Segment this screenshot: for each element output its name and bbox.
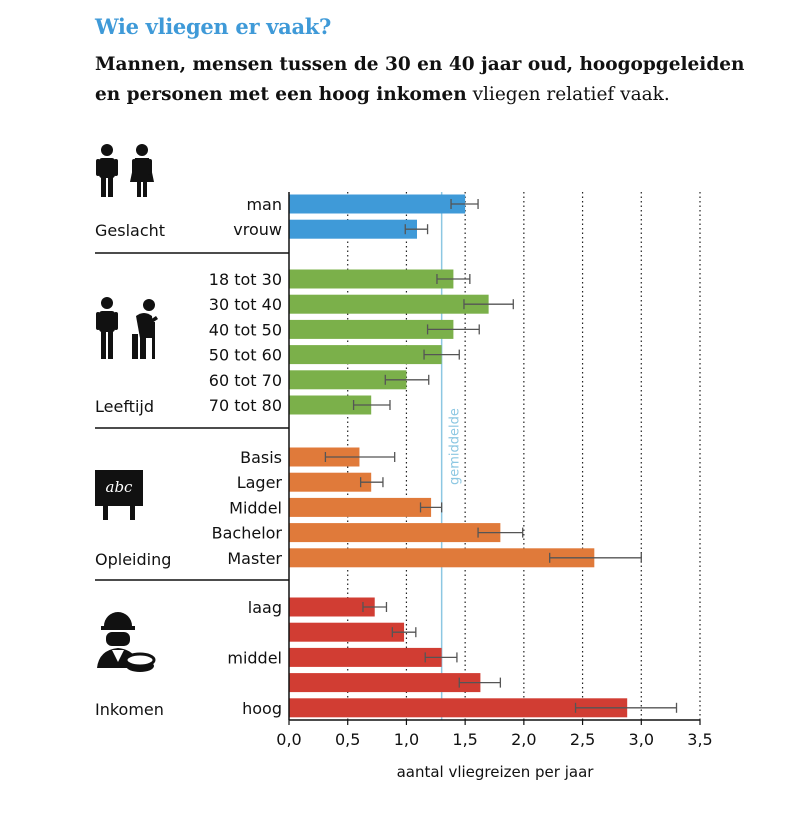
- x-axis-label: aantal vliegreizen per jaar: [397, 763, 595, 781]
- bar: [289, 673, 481, 693]
- bar: [289, 597, 375, 617]
- bar: [289, 472, 372, 492]
- category-label: Lager: [237, 473, 283, 492]
- bar: [289, 395, 372, 415]
- category-label: 50 tot 60: [209, 346, 282, 365]
- worker-icon: [97, 612, 156, 672]
- category-label: Basis: [240, 448, 282, 467]
- bar: [289, 269, 454, 289]
- category-label: 30 tot 40: [209, 295, 282, 314]
- bar: [289, 294, 489, 314]
- category-label: Master: [227, 549, 282, 568]
- x-tick-label: 1,0: [394, 730, 419, 749]
- bar: [289, 698, 628, 718]
- chart-subtitle: Mannen, mensen tussen de 30 en 40 jaar o…: [95, 50, 745, 110]
- people-icon: [96, 144, 154, 197]
- bar: [289, 497, 432, 517]
- group-label: Geslacht: [95, 221, 165, 240]
- category-label: 40 tot 50: [209, 320, 282, 339]
- x-tick-label: 1,5: [452, 730, 477, 749]
- group-label: Leeftijd: [95, 397, 154, 416]
- school-icon: abc: [95, 470, 143, 520]
- group-label: Inkomen: [95, 700, 164, 719]
- group-label: Opleiding: [95, 550, 171, 569]
- category-label: 60 tot 70: [209, 371, 282, 390]
- bar: [289, 370, 407, 390]
- bar: [289, 647, 442, 667]
- x-tick-label: 0,0: [276, 730, 301, 749]
- subtitle-regular: vliegen relatief vaak.: [466, 84, 670, 105]
- bar: [289, 194, 466, 214]
- x-tick-label: 3,0: [629, 730, 654, 749]
- age-icon: [96, 297, 158, 359]
- average-label: gemiddelde: [448, 408, 463, 485]
- category-label: laag: [248, 598, 282, 617]
- category-label: man: [246, 195, 282, 214]
- bar: [289, 523, 501, 543]
- x-tick-label: 2,5: [570, 730, 595, 749]
- x-tick-label: 0,5: [335, 730, 360, 749]
- x-tick-label: 3,5: [687, 730, 712, 749]
- bar: [289, 447, 360, 467]
- category-label: Bachelor: [212, 524, 283, 543]
- bar: [289, 319, 454, 339]
- bar: [289, 548, 595, 568]
- svg-text:abc: abc: [106, 478, 134, 496]
- subtitle-bold: Mannen, mensen tussen de 30 en 40 jaar o…: [95, 54, 745, 105]
- category-label: 18 tot 30: [209, 270, 282, 289]
- category-label: 70 tot 80: [209, 396, 282, 415]
- category-label: vrouw: [233, 220, 282, 239]
- category-label: middel: [227, 648, 282, 667]
- chart-title: Wie vliegen er vaak?: [95, 14, 332, 39]
- bar: [289, 219, 417, 239]
- bar: [289, 345, 442, 365]
- bar: [289, 622, 405, 642]
- category-label: hoog: [242, 699, 282, 718]
- x-tick-label: 2,0: [511, 730, 536, 749]
- category-label: Middel: [229, 498, 282, 517]
